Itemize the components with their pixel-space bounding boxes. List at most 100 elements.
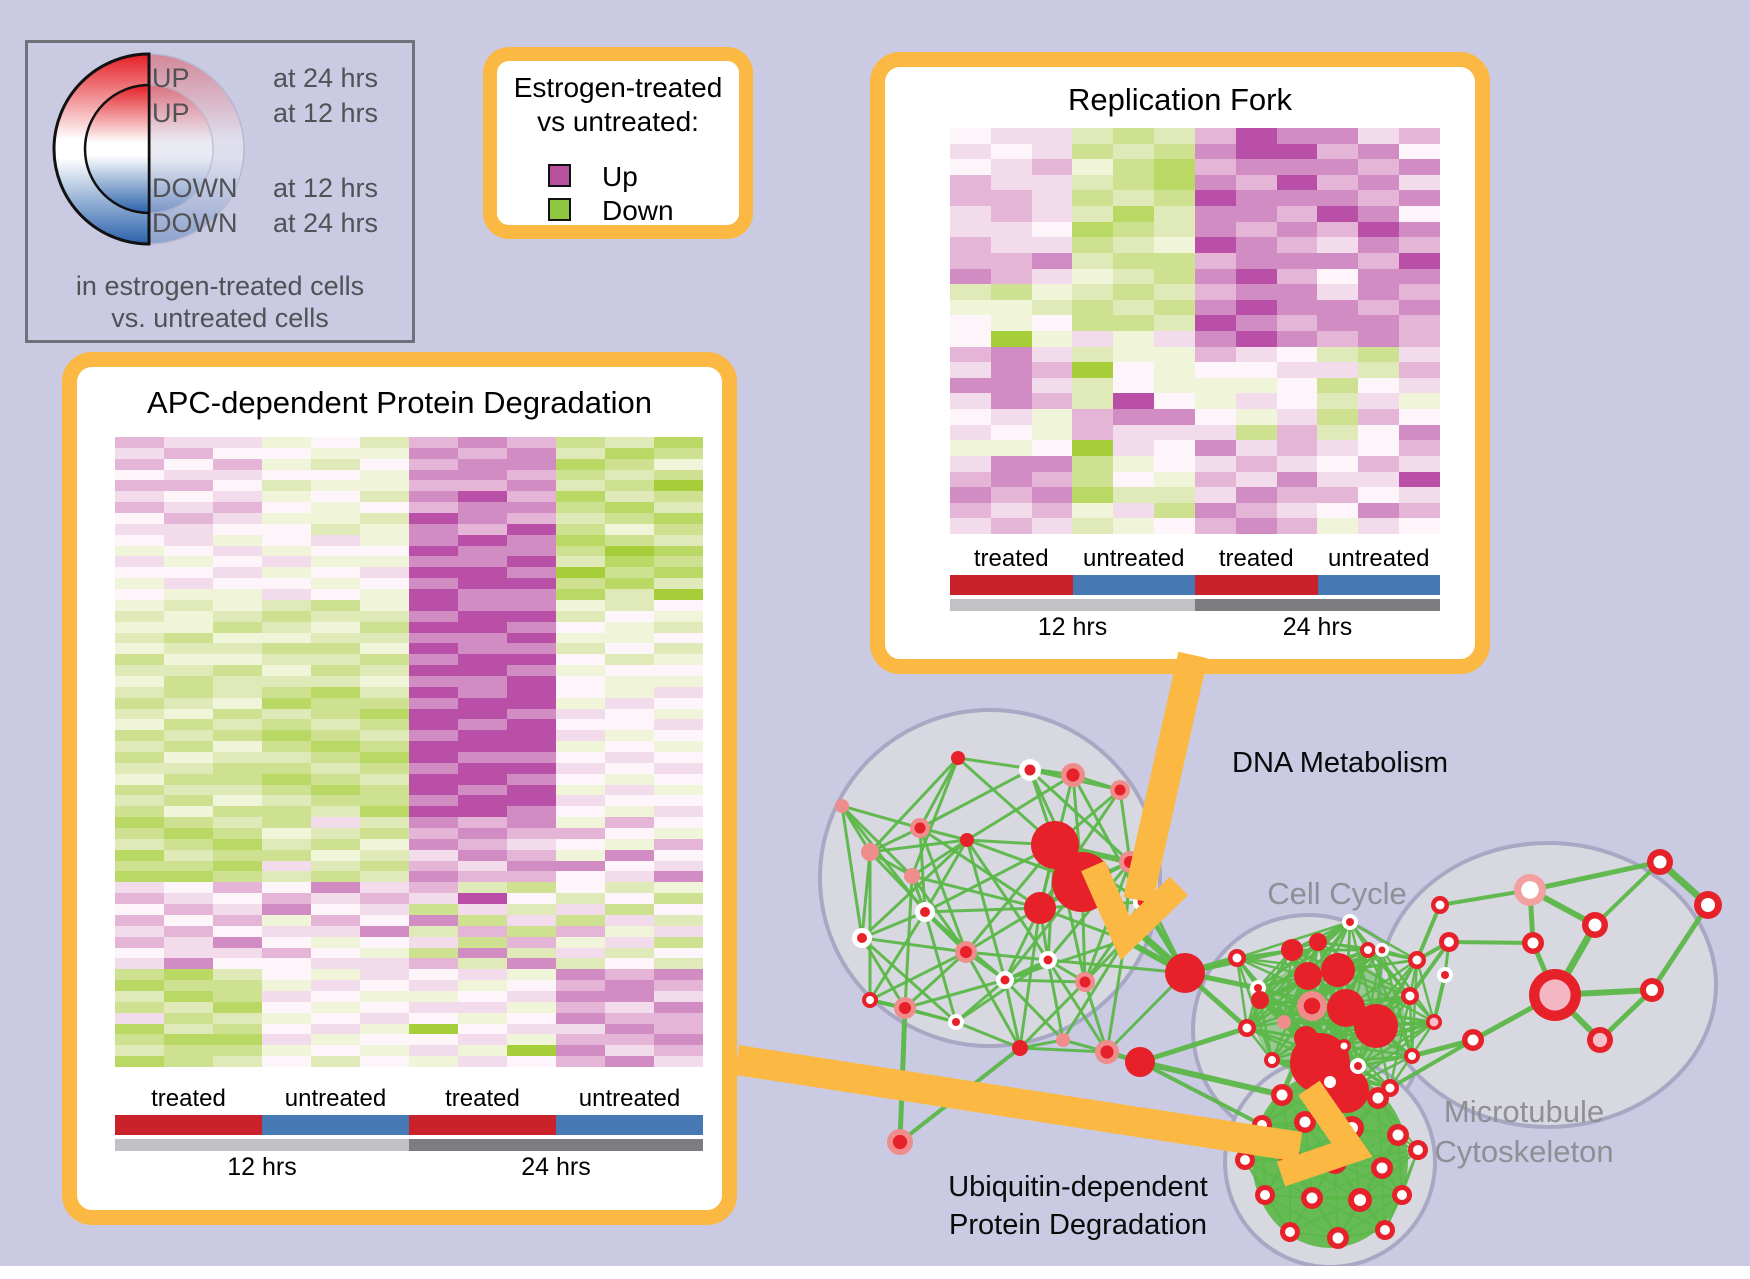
network-node — [1401, 987, 1419, 1005]
network-node — [951, 751, 965, 765]
network-edge — [1003, 907, 1042, 981]
network-edge — [1291, 920, 1351, 952]
heatmap-cell — [311, 1034, 360, 1046]
network-edge — [1337, 1199, 1361, 1239]
heatmap-cell — [360, 980, 409, 991]
heatmap-cell — [1113, 377, 1155, 394]
heatmap-cell — [1317, 377, 1359, 394]
heatmap-cell — [360, 708, 409, 720]
network-node-core — [1372, 1092, 1384, 1104]
network-edge — [1235, 957, 1260, 989]
network-edge — [1053, 844, 1127, 941]
heatmap-cell — [262, 556, 311, 568]
network-edge — [1319, 1061, 1359, 1068]
heatmap-cell — [213, 523, 262, 535]
network-edge — [957, 756, 1074, 777]
network-node — [1012, 1040, 1028, 1056]
heatmap-cell — [556, 1001, 605, 1013]
heatmap-cell — [115, 480, 164, 492]
heatmap-cell — [1031, 206, 1073, 222]
heatmap-cell — [990, 315, 1032, 331]
heatmap-cell — [115, 773, 164, 785]
heatmap-cell — [1154, 237, 1195, 253]
network-edge — [1246, 1004, 1313, 1030]
network-node-core — [1260, 1190, 1270, 1200]
network-node — [1309, 933, 1327, 951]
network-edge — [1003, 881, 1084, 981]
heatmap-cell — [360, 762, 409, 774]
heatmap-cell — [507, 491, 556, 503]
network-edge — [1342, 1007, 1348, 1047]
heatmap-cell — [1031, 440, 1073, 456]
heatmap-cell — [1276, 518, 1318, 534]
heatmap-cell — [213, 762, 262, 774]
heatmap-cell — [1113, 174, 1155, 191]
heatmap-cell — [1358, 128, 1400, 144]
heatmap-cell — [262, 958, 311, 970]
heatmap-cell — [1276, 362, 1318, 378]
network-edge — [1271, 1006, 1347, 1062]
network-node — [960, 833, 974, 847]
heatmap-cell — [1194, 487, 1236, 503]
network-edge — [1244, 1124, 1263, 1161]
heatmap-cell — [507, 437, 556, 448]
heatmap-cell — [654, 502, 703, 514]
heatmap-cell — [360, 914, 409, 926]
network-edge — [1345, 1006, 1435, 1024]
network-edge — [1264, 1161, 1336, 1196]
heatmap-cell — [1072, 487, 1114, 503]
network-edge — [1038, 844, 1057, 909]
heatmap-cell — [990, 471, 1032, 488]
heatmap-cell — [213, 599, 262, 611]
heatmap-cell — [213, 632, 262, 644]
network-edge — [898, 1046, 1022, 1144]
network-edge — [1348, 921, 1378, 1027]
network-edge — [965, 839, 1007, 981]
heatmap-cell — [507, 958, 556, 970]
network-edge — [1377, 1097, 1399, 1136]
network-edge — [1244, 1121, 1306, 1161]
heatmap-cell — [654, 686, 703, 698]
heatmap-cell — [360, 838, 409, 850]
heatmap-cell — [507, 719, 556, 731]
heatmap-cell — [164, 795, 213, 807]
heatmap-cell — [360, 491, 409, 503]
heatmap-cell — [409, 838, 458, 850]
heatmap-cell — [950, 190, 991, 207]
network-edge — [1304, 1121, 1399, 1136]
heatmap-cell — [605, 502, 654, 514]
network-edge — [1244, 1159, 1336, 1163]
heatmap-cell — [507, 447, 556, 459]
heatmap-cell — [262, 458, 311, 470]
network-edge — [1344, 949, 1370, 1009]
heatmap-cell — [1276, 487, 1318, 503]
heatmap-cell — [458, 480, 507, 492]
heatmap-cell — [1113, 206, 1155, 222]
heatmap-cell — [1031, 268, 1073, 285]
heatmap-cell — [458, 925, 507, 937]
heatmap-cell — [507, 990, 556, 1002]
heatmap-cell — [990, 424, 1032, 441]
network-edge — [965, 839, 1050, 961]
heatmap-cell — [556, 665, 605, 676]
heatmap-cell — [115, 1012, 164, 1024]
heatmap-cell — [605, 741, 654, 752]
heatmap-cell — [1113, 471, 1155, 488]
network-edge — [1236, 956, 1339, 972]
heatmap-cell — [360, 860, 409, 872]
heatmap-cell — [262, 795, 311, 807]
network-edge — [1283, 1021, 1347, 1091]
network-edge — [1054, 788, 1121, 847]
network-node — [1061, 763, 1085, 787]
heatmap-cell — [556, 599, 605, 611]
network-edge — [861, 936, 967, 954]
apc-heatmap-footer: treated untreated treated untreated 12 hrs 2… — [115, 1085, 703, 1181]
heatmap-cell — [556, 523, 605, 535]
heatmap-cell — [1358, 331, 1400, 347]
heatmap-cell — [213, 806, 262, 818]
heatmap-cell — [950, 409, 991, 425]
ring-legend-box: UP at 24 hrs UP at 12 hrs DOWN at 12 hrs… — [25, 40, 415, 343]
heatmap-cell — [654, 469, 703, 481]
network-edge — [1343, 959, 1418, 1047]
network-node — [1323, 1150, 1347, 1174]
